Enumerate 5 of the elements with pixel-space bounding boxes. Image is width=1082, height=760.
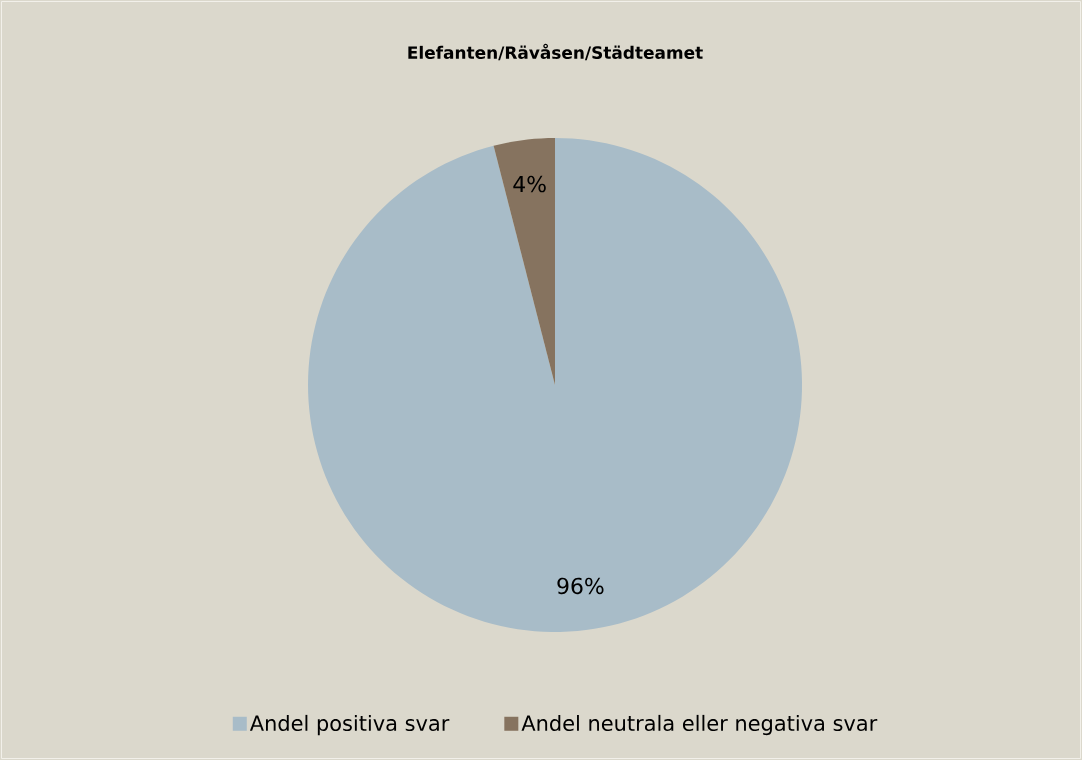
legend-label: Andel positiva svar: [249, 714, 450, 736]
data-label: 4%: [513, 175, 546, 193]
data-label: 96%: [557, 577, 604, 595]
legend-label: Andel neutrala eller negativa svar: [521, 714, 878, 736]
chart-title: Elefanten/Rävåsen/Städteamet: [408, 43, 703, 61]
